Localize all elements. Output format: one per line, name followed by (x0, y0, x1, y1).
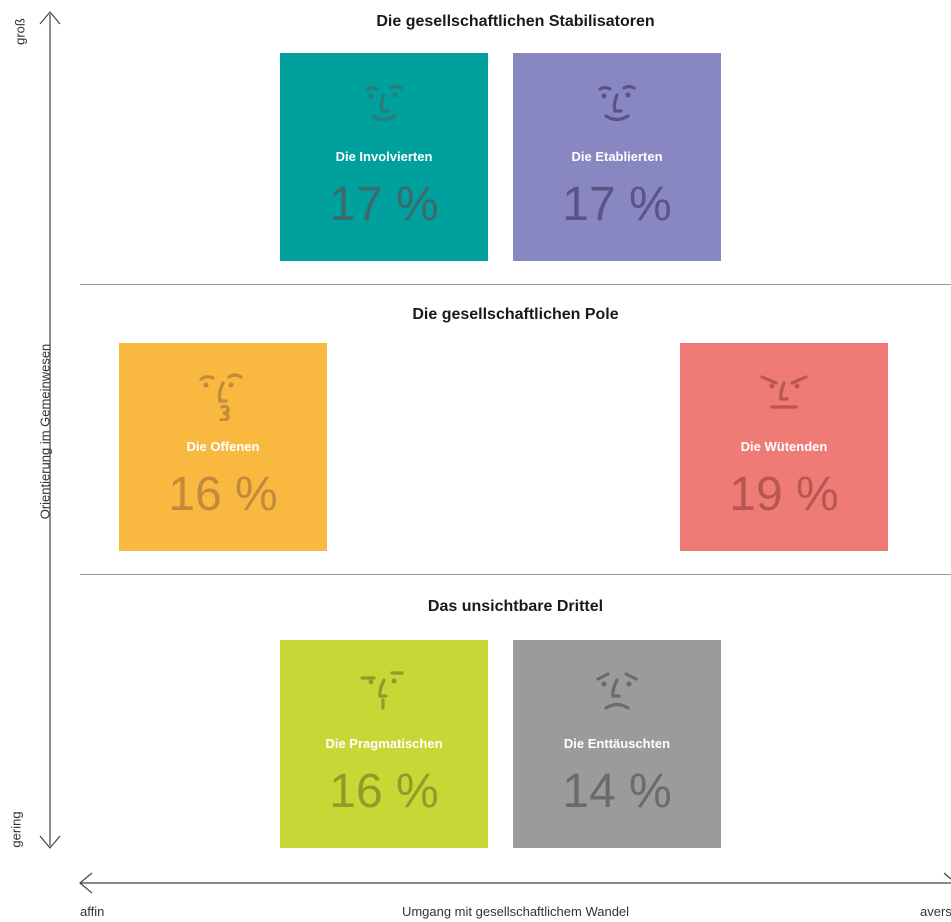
happy-face-icon (365, 84, 403, 122)
divider-top (80, 284, 951, 285)
divider-bottom (80, 574, 951, 575)
tile-etablierten: Die Etablierten 17 % (513, 53, 721, 261)
y-axis-low-label: gering (8, 811, 24, 848)
neutral-face-icon (360, 671, 404, 710)
y-axis-arrow-up (39, 11, 61, 25)
group-name: Die Enttäuschten (563, 736, 671, 751)
group-name: Die Involvierten (335, 149, 433, 164)
section-title-stabilisatoren: Die gesellschaftlichen Stabilisatoren (376, 13, 655, 30)
x-axis-arrow-left (79, 872, 93, 894)
y-axis-arrow-down (39, 835, 61, 849)
x-axis-arrow-right (943, 872, 951, 880)
y-axis-high-label: groß (12, 18, 28, 45)
group-name: Die Pragmatischen (325, 736, 443, 751)
happy-face-icon (598, 84, 636, 122)
angry-face-icon (760, 375, 808, 409)
section-title-drittel: Das unsichtbare Drittel (427, 598, 604, 615)
group-name: Die Offenen (186, 439, 260, 454)
group-value: 17 % (562, 178, 672, 231)
group-value: 16 % (329, 765, 439, 818)
sad-face-icon (596, 672, 638, 710)
tile-pragmatischen: Die Pragmatischen 16 % (280, 640, 488, 848)
group-name: Die Wütenden (740, 439, 828, 454)
x-axis-left-label: affin (80, 904, 105, 919)
group-name: Die Etablierten (571, 149, 663, 164)
tile-enttaeuschten: Die Enttäuschten 14 % (513, 640, 721, 848)
curious-face-icon (199, 373, 243, 421)
x-axis-right-label: avers (920, 904, 951, 919)
tile-offenen: Die Offenen 16 % (119, 343, 327, 551)
y-axis-title: Orientierung im Gemeinwesen (37, 343, 53, 520)
section-title-pole: Die gesellschaftlichen Pole (412, 306, 619, 323)
group-value: 14 % (562, 765, 672, 818)
tile-involvierten: Die Involvierten 17 % (280, 53, 488, 261)
group-value: 19 % (729, 468, 839, 521)
x-axis-title: Umgang mit gesellschaftlichem Wandel (401, 904, 630, 919)
group-value: 17 % (329, 178, 439, 231)
group-value: 16 % (168, 468, 278, 521)
tile-wuetenden: Die Wütenden 19 % (680, 343, 888, 551)
